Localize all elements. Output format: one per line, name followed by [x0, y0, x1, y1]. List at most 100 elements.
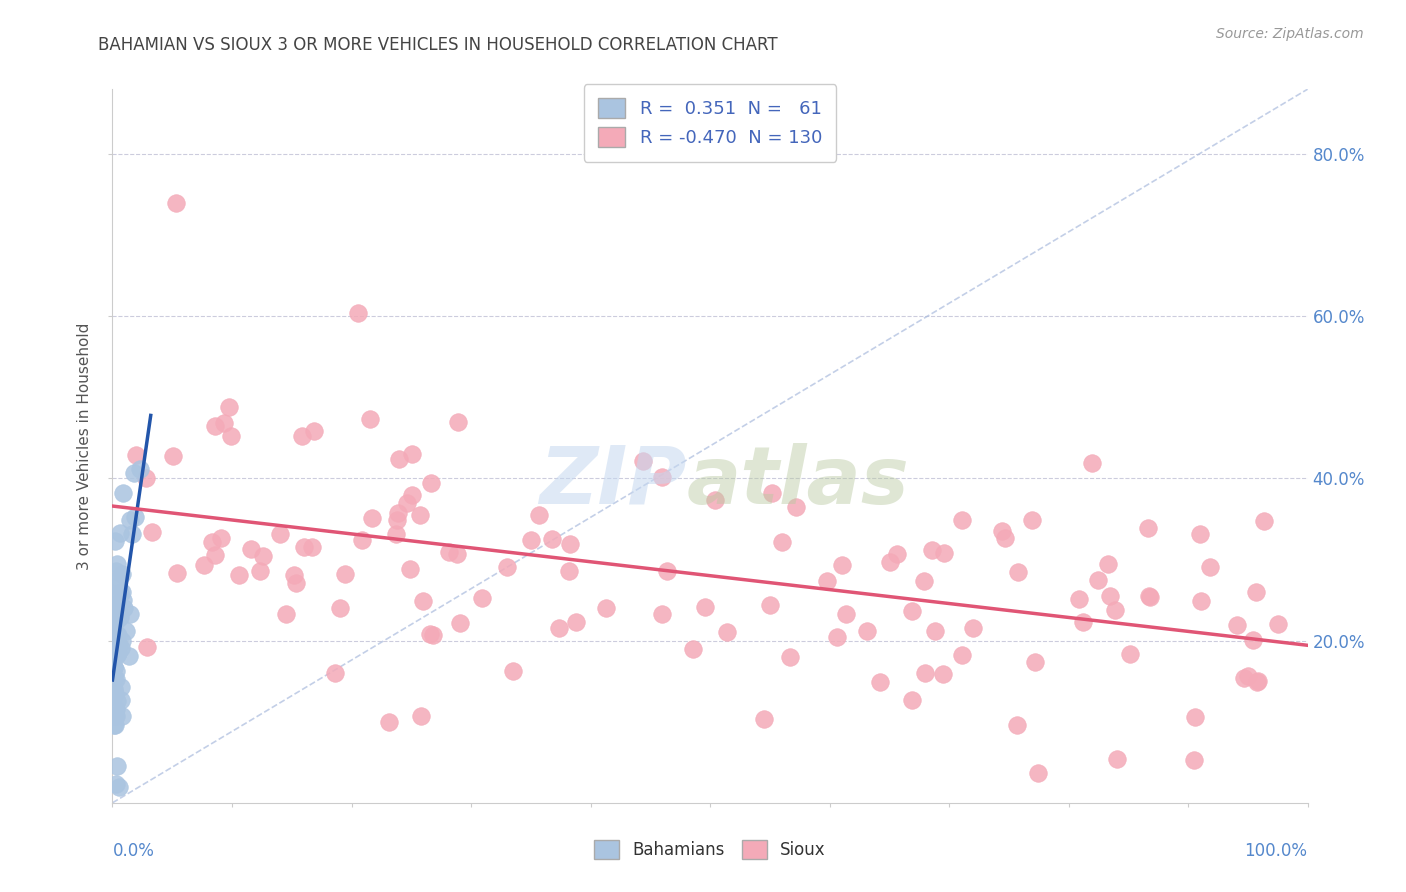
Point [128, 462, 150, 476]
Point [110, 585, 132, 599]
Point [105, 557, 128, 571]
Point [1189, 526, 1212, 541]
Point [103, 615, 125, 629]
Point [1071, 615, 1094, 630]
Point [387, 506, 409, 520]
Point [107, 599, 129, 614]
Point [1098, 589, 1121, 603]
Point [104, 709, 127, 723]
Point [540, 532, 562, 546]
Point [1104, 603, 1126, 617]
Point [385, 526, 408, 541]
Point [449, 616, 471, 631]
Point [111, 566, 134, 581]
Point [420, 475, 443, 490]
Point [409, 508, 432, 522]
Point [1241, 633, 1264, 648]
Point [1137, 589, 1160, 603]
Point [1007, 565, 1029, 579]
Point [103, 671, 125, 685]
Point [333, 566, 356, 581]
Point [396, 495, 419, 509]
Point [1246, 675, 1268, 690]
Point [193, 558, 215, 572]
Point [529, 508, 551, 522]
Point [1007, 718, 1029, 732]
Point [108, 586, 131, 600]
Point [291, 429, 314, 443]
Point [165, 195, 187, 210]
Point [548, 621, 571, 635]
Point [1105, 752, 1128, 766]
Point [107, 646, 129, 660]
Point [703, 492, 725, 507]
Point [412, 594, 434, 608]
Point [399, 562, 422, 576]
Point [1237, 669, 1260, 683]
Point [409, 709, 432, 723]
Point [107, 606, 129, 620]
Point [136, 640, 159, 655]
Point [651, 607, 673, 622]
Point [110, 681, 132, 695]
Point [110, 641, 132, 656]
Point [1139, 590, 1161, 604]
Point [105, 702, 128, 716]
Point [329, 601, 352, 615]
Point [105, 587, 128, 601]
Point [104, 672, 127, 686]
Point [754, 712, 776, 726]
Point [162, 449, 184, 463]
Point [104, 600, 127, 615]
Point [950, 648, 973, 663]
Point [378, 714, 401, 729]
Y-axis label: 3 or more Vehicles in Household: 3 or more Vehicles in Household [77, 322, 93, 570]
Point [104, 717, 127, 731]
Point [1021, 513, 1043, 527]
Point [118, 607, 141, 622]
Point [112, 592, 135, 607]
Point [103, 682, 125, 697]
Point [110, 693, 132, 707]
Point [595, 601, 617, 615]
Point [112, 600, 135, 615]
Point [103, 601, 125, 615]
Point [135, 471, 157, 485]
Point [631, 454, 654, 468]
Point [111, 486, 134, 500]
Point [422, 628, 444, 642]
Point [1087, 573, 1109, 587]
Text: 100.0%: 100.0% [1244, 842, 1308, 860]
Point [104, 533, 127, 548]
Point [228, 568, 250, 582]
Point [914, 665, 936, 680]
Point [111, 709, 134, 723]
Point [107, 628, 129, 642]
Point [1024, 655, 1046, 669]
Point [107, 648, 129, 663]
Text: ZIP: ZIP [538, 442, 686, 521]
Point [285, 575, 308, 590]
Legend: Bahamians, Sioux: Bahamians, Sioux [588, 834, 832, 866]
Point [716, 624, 738, 639]
Point [304, 424, 326, 438]
Point [103, 686, 125, 700]
Point [218, 400, 240, 414]
Point [682, 642, 704, 657]
Point [759, 598, 782, 612]
Point [1244, 584, 1267, 599]
Point [385, 513, 408, 527]
Point [212, 416, 235, 430]
Point [103, 602, 125, 616]
Point [388, 452, 411, 467]
Point [879, 555, 901, 569]
Point [104, 564, 127, 578]
Point [557, 564, 579, 578]
Point [209, 531, 232, 545]
Point [401, 488, 423, 502]
Point [834, 607, 856, 622]
Point [994, 531, 1017, 545]
Point [1067, 592, 1090, 607]
Point [103, 717, 125, 731]
Point [274, 607, 297, 621]
